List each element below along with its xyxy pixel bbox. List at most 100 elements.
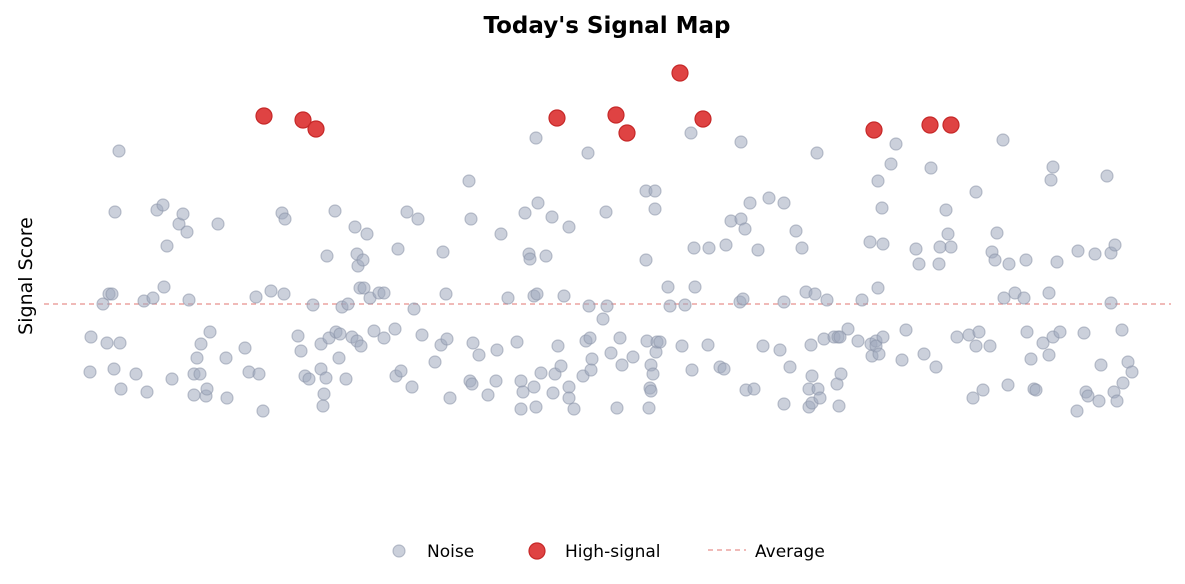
noise-point <box>851 334 865 348</box>
noise-point <box>583 331 597 345</box>
noise-point <box>648 202 662 216</box>
noise-point <box>610 401 624 415</box>
noise-point <box>436 245 450 259</box>
noise-point <box>107 362 121 376</box>
noise-point <box>813 391 827 405</box>
noise-point <box>1094 358 1108 372</box>
noise-point <box>545 210 559 224</box>
noise-point <box>833 330 847 344</box>
noise-point <box>751 243 765 257</box>
noise-point <box>855 293 869 307</box>
noise-point <box>876 330 890 344</box>
noise-point <box>596 312 610 326</box>
noise-point <box>462 174 476 188</box>
noise-point <box>531 196 545 210</box>
noise-point <box>220 391 234 405</box>
noise-point <box>777 295 791 309</box>
noise-point <box>357 281 371 295</box>
noise-point <box>876 237 890 251</box>
noise-point <box>534 366 548 380</box>
noise-point <box>1104 296 1118 310</box>
noise-point <box>1036 336 1050 350</box>
noise-point <box>339 372 353 386</box>
high-signal-point <box>255 107 273 125</box>
noise-point <box>514 402 528 416</box>
high-signal-point <box>294 111 312 129</box>
noise-point <box>832 399 846 413</box>
noise-point <box>400 205 414 219</box>
noise-point <box>529 131 543 145</box>
noise-point <box>917 347 931 361</box>
noise-point <box>1077 326 1091 340</box>
noise-point <box>539 249 553 263</box>
noise-point <box>805 369 819 383</box>
noise-point <box>439 287 453 301</box>
noise-point <box>600 299 614 313</box>
noise-point <box>1029 383 1043 397</box>
noise-point <box>514 374 528 388</box>
noise-point <box>661 280 675 294</box>
noise-point <box>756 339 770 353</box>
legend-noise-label: Noise <box>427 542 474 562</box>
noise-point <box>644 384 658 398</box>
noise-point <box>804 338 818 352</box>
noise-point <box>465 377 479 391</box>
noise-point <box>140 385 154 399</box>
noise-point <box>863 235 877 249</box>
noise-point <box>687 241 701 255</box>
noise-point <box>581 146 595 160</box>
noise-point <box>180 225 194 239</box>
noise-point <box>562 391 576 405</box>
noise-point <box>317 387 331 401</box>
noise-point <box>1050 255 1064 269</box>
noise-point <box>328 204 342 218</box>
noise-point <box>969 339 983 353</box>
noise-point <box>648 184 662 198</box>
noise-point <box>472 348 486 362</box>
noise-point <box>348 220 362 234</box>
noise-point <box>332 351 346 365</box>
noise-point <box>466 336 480 350</box>
noise-point <box>747 382 761 396</box>
noise-point <box>264 284 278 298</box>
noise-point <box>871 281 885 295</box>
noise-point <box>113 336 127 350</box>
noise-point <box>777 196 791 210</box>
noise-point <box>969 185 983 199</box>
noise-point <box>1002 257 1016 271</box>
noise-point <box>875 201 889 215</box>
noise-point <box>1070 404 1084 418</box>
noise-point <box>546 386 560 400</box>
noise-point <box>388 322 402 336</box>
noise-point <box>320 249 334 263</box>
legend-noise-marker <box>392 544 406 558</box>
noise-point <box>1019 253 1033 267</box>
noise-point <box>341 297 355 311</box>
noise-point <box>685 363 699 377</box>
noise-point <box>1110 394 1124 408</box>
noise-point <box>489 374 503 388</box>
noise-point <box>160 239 174 253</box>
noise-point <box>377 286 391 300</box>
noise-point <box>516 385 530 399</box>
noise-point <box>219 351 233 365</box>
noise-point <box>997 291 1011 305</box>
y-axis-label: Signal Score <box>15 217 37 335</box>
noise-point <box>701 338 715 352</box>
noise-point <box>642 401 656 415</box>
noise-point <box>316 399 330 413</box>
noise-point <box>1125 365 1139 379</box>
noise-point <box>810 146 824 160</box>
noise-point <box>678 298 692 312</box>
noise-points <box>83 126 1139 418</box>
high-signal-point <box>548 109 566 127</box>
noise-point <box>734 135 748 149</box>
noise-point <box>567 402 581 416</box>
noise-point <box>1088 247 1102 261</box>
noise-point <box>443 391 457 405</box>
noise-point <box>176 207 190 221</box>
noise-point <box>510 335 524 349</box>
noise-point <box>562 220 576 234</box>
noise-point <box>795 241 809 255</box>
noise-point <box>834 367 848 381</box>
